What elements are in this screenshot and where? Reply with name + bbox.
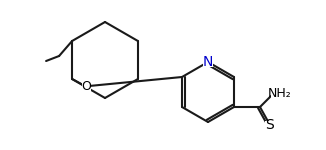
Text: NH₂: NH₂ — [268, 87, 292, 99]
Text: N: N — [203, 55, 213, 69]
FancyBboxPatch shape — [271, 88, 289, 98]
FancyBboxPatch shape — [82, 82, 91, 91]
FancyBboxPatch shape — [203, 57, 213, 67]
FancyBboxPatch shape — [265, 120, 274, 129]
Text: S: S — [266, 118, 274, 132]
Text: O: O — [81, 81, 91, 93]
